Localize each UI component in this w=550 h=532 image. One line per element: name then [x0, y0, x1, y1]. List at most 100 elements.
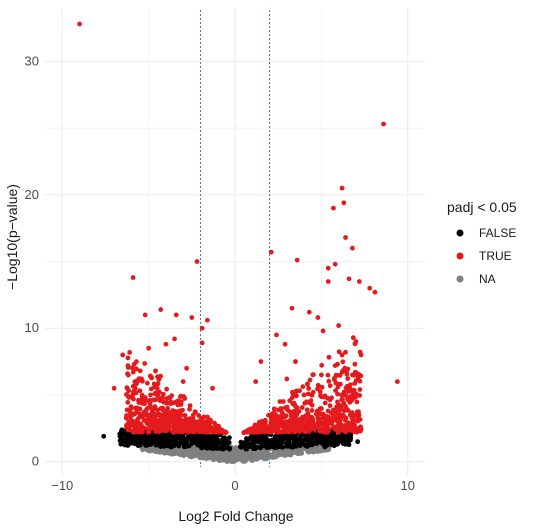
false-point	[212, 443, 217, 449]
true-point	[354, 399, 360, 405]
true-point	[125, 413, 130, 419]
true-point	[125, 363, 131, 368]
true-point	[255, 426, 261, 432]
true-point	[322, 400, 328, 406]
true-point	[77, 21, 82, 27]
true-point	[148, 404, 154, 410]
true-point	[142, 312, 148, 318]
true-point	[394, 379, 400, 384]
true-point	[357, 393, 363, 398]
true-point	[173, 312, 179, 318]
true-point	[249, 426, 254, 432]
false-point	[222, 435, 227, 441]
false-point	[135, 443, 141, 449]
legend-marker-false	[456, 229, 464, 237]
true-point	[335, 424, 341, 430]
true-point	[301, 415, 307, 421]
na-point	[162, 447, 168, 453]
false-point	[125, 443, 131, 448]
false-point	[192, 438, 198, 444]
true-point	[325, 408, 331, 414]
na-point	[232, 457, 238, 463]
true-point	[158, 373, 163, 379]
false-point	[121, 431, 126, 437]
x-tick-label: 0	[231, 478, 238, 493]
true-point	[279, 409, 285, 415]
true-point	[305, 381, 310, 387]
true-point	[329, 418, 335, 424]
false-point	[286, 441, 291, 447]
legend: padj < 0.05 FALSE TRUE NA	[447, 199, 517, 286]
true-point	[351, 429, 357, 435]
true-point	[332, 377, 337, 382]
false-point	[168, 444, 174, 450]
legend-label-false: FALSE	[479, 226, 516, 240]
false-point	[176, 443, 182, 449]
false-point	[198, 433, 203, 439]
true-point	[337, 402, 342, 408]
true-point	[313, 424, 319, 430]
true-point	[258, 359, 264, 364]
true-point	[195, 425, 201, 431]
true-point	[329, 395, 335, 401]
true-point	[142, 361, 148, 366]
true-point	[127, 350, 133, 355]
true-point	[172, 419, 178, 424]
true-point	[171, 400, 177, 406]
true-point	[343, 235, 348, 240]
true-point	[326, 378, 332, 384]
true-point	[302, 400, 308, 406]
false-point	[164, 439, 170, 445]
true-point	[146, 429, 152, 434]
true-point	[130, 429, 136, 435]
true-point	[307, 427, 313, 433]
y-tick-label: 10	[25, 320, 39, 335]
true-point	[325, 265, 331, 271]
false-point	[172, 442, 178, 448]
true-point	[292, 417, 298, 423]
na-point	[147, 448, 153, 454]
false-point	[182, 440, 188, 446]
true-point	[277, 399, 283, 405]
true-point	[137, 368, 143, 374]
true-point	[336, 323, 342, 328]
true-point	[163, 341, 169, 347]
false-point	[135, 438, 141, 444]
true-point	[293, 413, 299, 419]
true-point	[142, 395, 148, 401]
true-point	[161, 428, 167, 434]
true-point	[146, 345, 152, 351]
true-point	[300, 384, 306, 390]
false-point	[204, 438, 210, 444]
true-point	[141, 418, 147, 423]
true-point	[339, 397, 345, 403]
false-point	[191, 433, 197, 439]
na-point	[228, 458, 234, 464]
true-point	[157, 395, 163, 401]
false-point	[313, 435, 319, 441]
true-point	[354, 409, 360, 415]
true-point	[349, 410, 355, 416]
true-point	[219, 427, 225, 433]
true-point	[265, 425, 271, 430]
true-point	[155, 381, 161, 387]
true-point	[297, 388, 303, 394]
true-point	[165, 405, 171, 411]
true-point	[291, 400, 297, 406]
false-point	[335, 441, 341, 447]
true-point	[339, 427, 345, 433]
true-point	[353, 339, 359, 344]
true-point	[172, 336, 177, 342]
true-point	[294, 257, 300, 263]
true-point	[326, 354, 332, 360]
true-point	[182, 420, 188, 426]
true-point	[302, 429, 308, 435]
false-point	[127, 436, 133, 442]
true-point	[128, 417, 134, 423]
true-point	[335, 382, 341, 387]
true-point	[347, 399, 353, 405]
na-point	[275, 449, 281, 455]
true-point	[271, 406, 277, 412]
false-point	[292, 443, 298, 449]
true-point	[127, 427, 133, 433]
